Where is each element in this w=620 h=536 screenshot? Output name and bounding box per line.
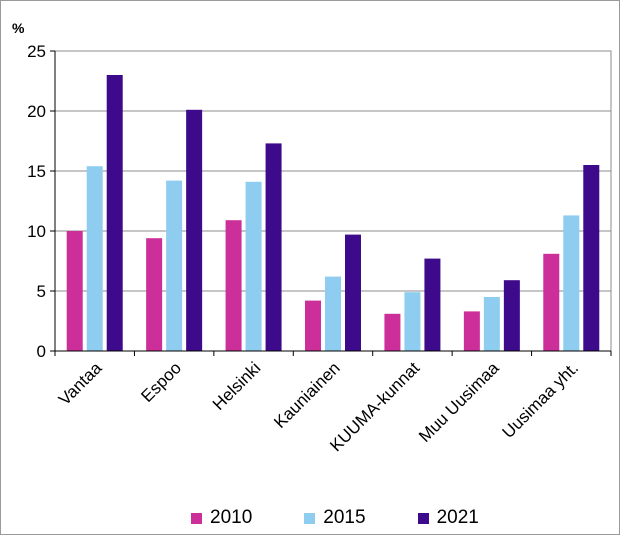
bar-2021-uusimaa-yht- (583, 165, 600, 351)
bar-2010-muu-uusimaa (463, 311, 480, 351)
legend-swatch-2010 (191, 512, 202, 524)
bar-2021-helsinki (265, 143, 282, 351)
legend-label-2021: 2021 (436, 507, 479, 528)
bar-2021-kuuma-kunnat (424, 258, 441, 351)
y-tick-label-25: 25 (27, 42, 46, 61)
x-tick-label-kauniainen: Kauniainen (270, 358, 344, 432)
legend-swatch-2015 (304, 512, 316, 524)
bar-2021-muu-uusimaa (503, 280, 520, 351)
bar-2021-kauniainen (345, 234, 361, 351)
legend-item-2021: 2021 (417, 507, 479, 529)
y-tick-label-0: 0 (37, 342, 46, 361)
legend-swatch-2021 (417, 512, 429, 524)
y-axis-label: % (12, 20, 25, 36)
bar-2010-vantaa (66, 231, 83, 351)
bar-2015-kauniainen (325, 276, 341, 351)
bar-2010-kuuma-kunnat (384, 313, 401, 351)
x-tick-label-muu-uusimaa: Muu Uusimaa (415, 358, 503, 446)
bar-2015-uusimaa-yht- (563, 215, 580, 351)
bar-2021-espoo (186, 109, 203, 351)
legend: 2010 2015 2021 (191, 507, 479, 529)
bar-2010-espoo (146, 238, 163, 351)
y-tick-label-20: 20 (27, 102, 46, 121)
legend-item-2015: 2015 (304, 507, 366, 529)
legend-item-2010: 2010 (191, 507, 252, 529)
bar-2015-muu-uusimaa (483, 297, 500, 351)
y-tick-label-5: 5 (37, 282, 46, 301)
bar-2015-kuuma-kunnat (404, 292, 421, 351)
legend-label-2015: 2015 (323, 507, 366, 528)
bar-2010-helsinki (225, 220, 242, 351)
y-tick-label-15: 15 (27, 162, 46, 181)
bar-2015-vantaa (86, 166, 103, 351)
x-tick-label-helsinki: Helsinki (209, 358, 265, 414)
legend-label-2010: 2010 (210, 507, 253, 528)
bar-2021-vantaa (106, 75, 123, 351)
y-tick-label-10: 10 (27, 222, 46, 241)
bar-2015-helsinki (245, 181, 262, 351)
bar-2010-uusimaa-yht- (543, 253, 560, 351)
x-tick-label-espoo: Espoo (137, 358, 185, 406)
x-tick-label-vantaa: Vantaa (55, 358, 106, 409)
bar-2015-espoo (166, 180, 183, 351)
x-tick-label-uusimaa-yht-: Uusimaa yht. (499, 358, 583, 442)
bar-2010-kauniainen (305, 300, 321, 351)
